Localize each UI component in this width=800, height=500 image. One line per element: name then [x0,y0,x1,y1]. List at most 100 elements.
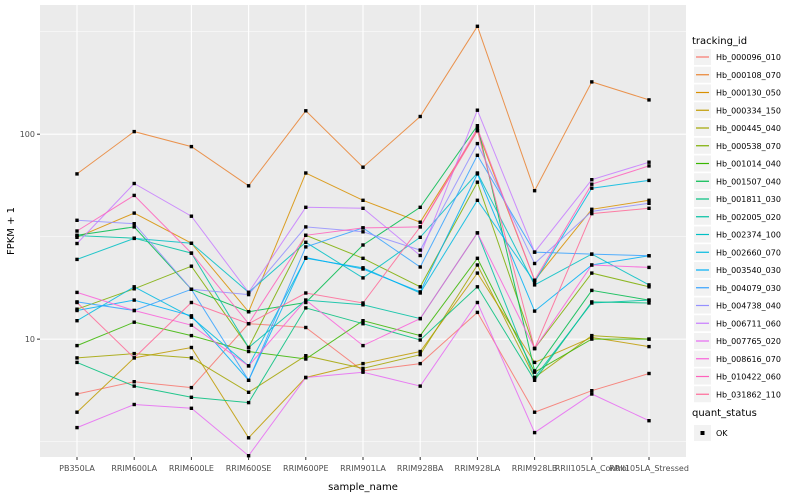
data-point [475,300,480,305]
data-point [532,261,537,266]
data-point [75,360,79,365]
data-point [418,285,422,289]
data-point [647,201,651,205]
legend-label: OK [716,429,728,438]
data-point [246,292,251,297]
data-point [246,364,251,368]
data-point [75,257,79,262]
data-point [189,333,194,338]
data-point [361,361,365,366]
data-point [590,389,594,393]
x-axis-title: sample_name [328,482,398,493]
data-point [361,267,365,271]
legend-label: Hb_010422_060 [716,373,781,382]
data-point [590,263,594,267]
data-point [75,308,79,313]
data-point [532,346,537,351]
data-point [304,300,308,305]
data-point [647,206,651,210]
data-point [475,153,480,157]
data-point [361,319,365,323]
data-point [590,288,594,293]
data-point [418,361,422,366]
x-tick-label: PB350LA [59,464,95,473]
data-point [418,114,422,119]
x-tick-label: RRIM928LA [455,464,501,473]
data-point [647,283,651,287]
data-point [132,211,136,215]
legend-entry: Hb_006711_060 [694,315,781,332]
legend-title: quant_status [692,408,757,419]
data-point [647,98,651,102]
data-point [361,206,365,210]
data-point [532,278,537,282]
x-tick-label: RRIM600LE [169,464,214,473]
data-point [246,454,251,458]
legend-title: tracking_id [692,36,747,47]
data-point [647,298,651,302]
legend-label: Hb_000445_040 [716,124,781,133]
data-point [304,245,308,249]
data-point [189,300,194,305]
data-point [532,375,537,380]
data-point [418,265,422,269]
data-point [189,314,194,318]
data-point [75,300,79,305]
data-point [475,129,480,133]
legend-label: Hb_000108_070 [716,71,781,80]
data-point [246,349,251,354]
data-point [132,402,136,407]
data-point [647,337,651,341]
data-point [532,280,537,284]
data-point [246,290,251,295]
data-point [75,290,79,295]
data-point [647,419,651,423]
data-point [361,256,365,260]
data-point [418,225,422,229]
data-point [304,233,308,237]
data-point [361,301,365,305]
legend-label: Hb_001014_040 [716,160,781,169]
data-point [647,160,651,164]
data-point [532,378,537,382]
legend-entry: Hb_002005_020 [694,208,781,225]
data-point [304,225,308,229]
data-point [418,349,422,354]
data-point [361,276,365,280]
data-point [418,253,422,258]
data-point [132,193,136,198]
data-point [246,184,251,188]
legend-label: Hb_008616_070 [716,355,781,364]
data-point [304,357,308,361]
data-point [304,205,308,209]
data-point [647,285,651,289]
data-point [361,303,365,307]
data-point [304,375,308,380]
legend-label: Hb_000130_050 [716,89,781,98]
legend-entry: Hb_000130_050 [694,84,781,101]
legend-entry: Hb_002660_070 [694,244,781,261]
x-tick-label: RRIM901LA [340,464,386,473]
legend-tracking-id: tracking_id Hb_000096_010 Hb_000108_070 Hb_… [692,36,781,403]
data-point [361,165,365,169]
data-point [189,214,194,218]
axes: 10 100 PB350LA RRIM600LA RRIM600LE RRIM600SE R… [6,130,689,493]
data-point [132,356,136,360]
legend-entry: OK [694,425,728,441]
data-point [475,198,480,202]
legend-label: Hb_004079_030 [716,284,781,293]
legend-label: Hb_002374_100 [716,231,781,240]
data-point [75,343,79,348]
data-point [532,283,537,287]
data-point [132,181,136,186]
data-point [246,390,251,394]
data-point [418,338,422,342]
data-point [590,252,594,256]
x-tick-label: RRIM600SE [226,464,272,473]
data-point [75,241,79,246]
data-point [132,222,136,226]
data-point [590,211,594,216]
data-point [475,172,480,176]
data-point [75,218,79,222]
